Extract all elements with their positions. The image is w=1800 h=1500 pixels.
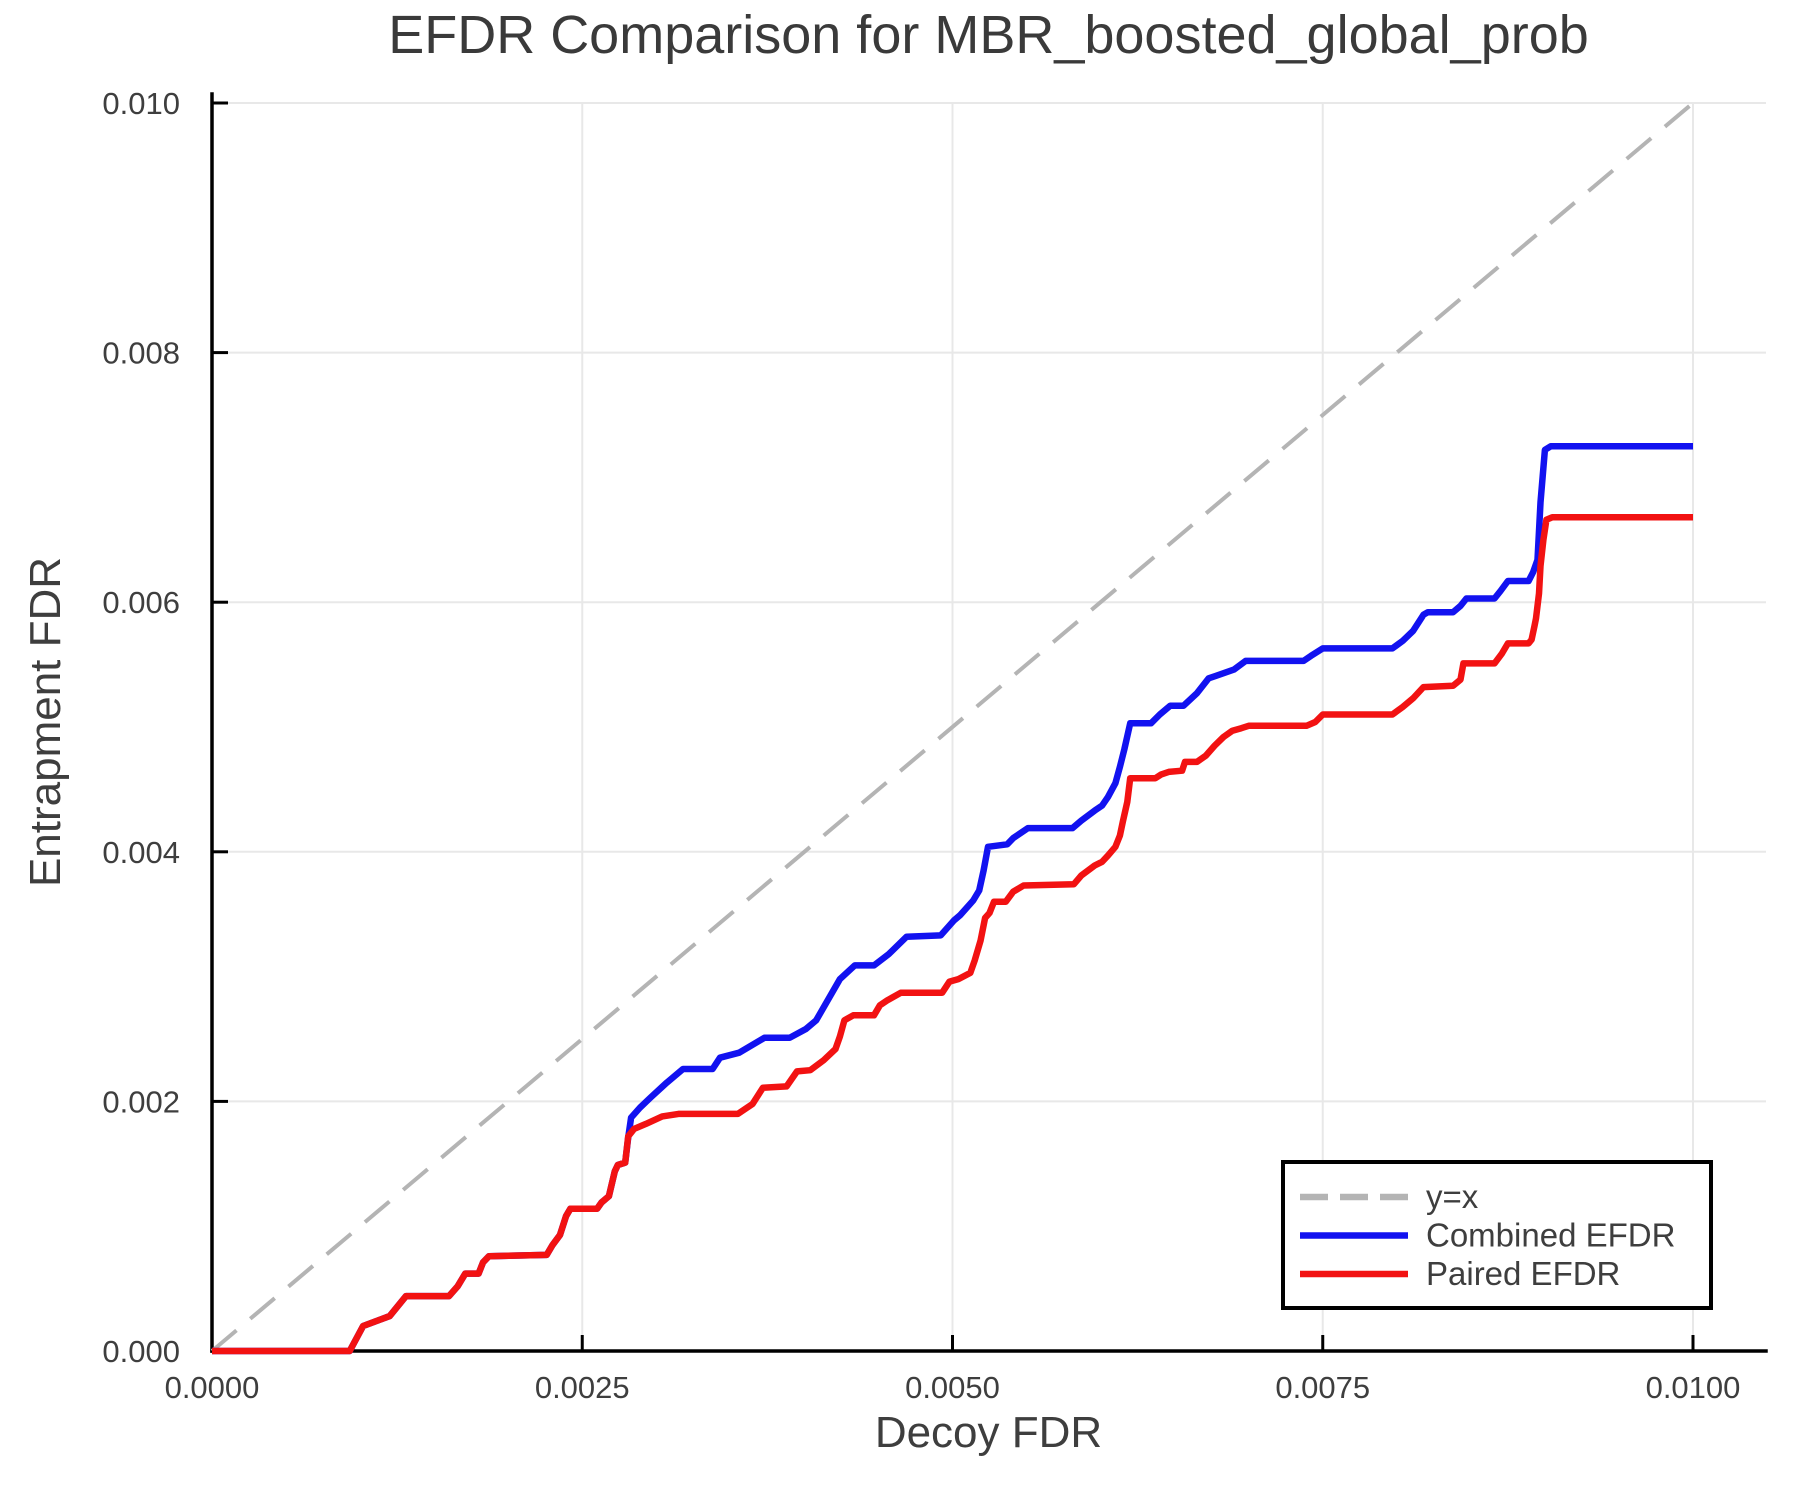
legend-label: y=x bbox=[1426, 1178, 1479, 1215]
x-tick-label: 0.0025 bbox=[535, 1370, 630, 1405]
x-tick-label: 0.0100 bbox=[1646, 1370, 1741, 1405]
y-tick-label: 0.000 bbox=[102, 1334, 180, 1369]
x-tick-label: 0.0075 bbox=[1275, 1370, 1370, 1405]
x-tick-label: 0.0050 bbox=[905, 1370, 1000, 1405]
legend-label: Paired EFDR bbox=[1426, 1255, 1620, 1292]
x-tick-label: 0.0000 bbox=[165, 1370, 260, 1405]
x-axis-label: Decoy FDR bbox=[874, 1408, 1103, 1457]
y-tick-label: 0.002 bbox=[102, 1084, 180, 1119]
y-tick-label: 0.010 bbox=[102, 86, 180, 121]
y-tick-label: 0.006 bbox=[102, 585, 180, 620]
axes: 0.0000 0.0025 0.0050 0.0075 0.0100 0.000 0.002… bbox=[102, 86, 1768, 1405]
y-tick-label: 0.008 bbox=[102, 336, 180, 371]
series-lines bbox=[210, 101, 1695, 1355]
gridlines bbox=[212, 102, 1766, 1351]
y-tick-label: 0.004 bbox=[102, 835, 180, 870]
chart-title: EFDR Comparison for MBR_boosted_global_p… bbox=[388, 5, 1589, 65]
series-paired-efdr bbox=[212, 514, 1693, 1355]
series-y-x bbox=[210, 101, 1695, 1353]
legend-label: Combined EFDR bbox=[1426, 1217, 1675, 1254]
